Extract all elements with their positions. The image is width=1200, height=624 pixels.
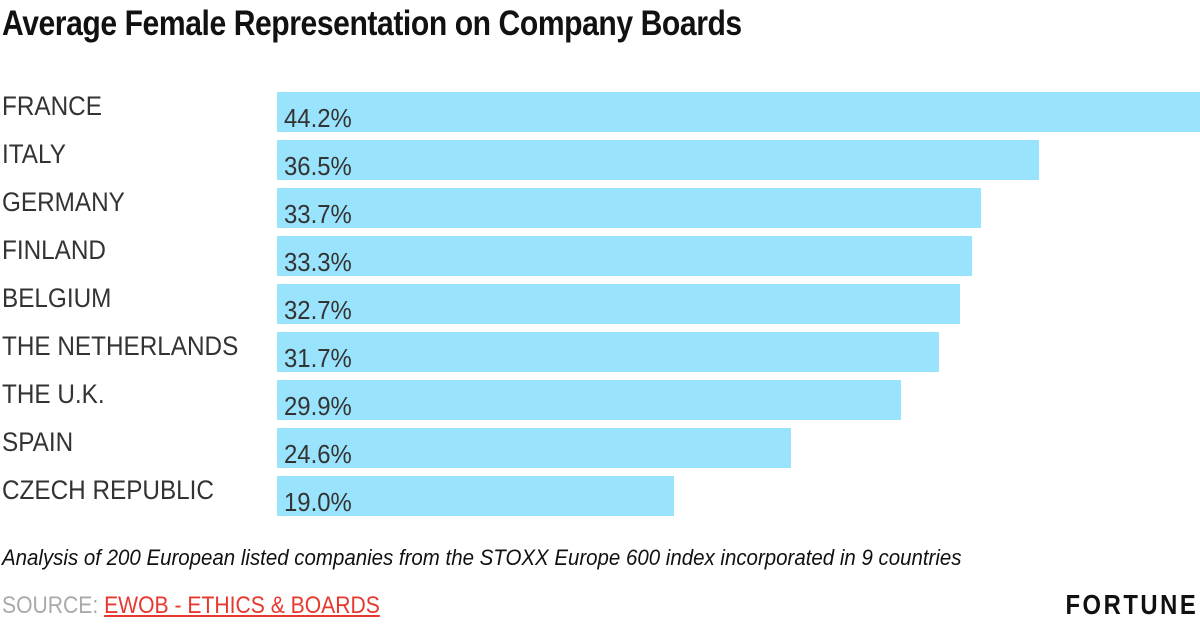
chart-note: Analysis of 200 European listed companie… — [2, 545, 962, 570]
bar-row: CZECH REPUBLIC 19.0% — [0, 472, 1200, 517]
bar-row: FINLAND 33.3% — [0, 232, 1200, 277]
category-label: GERMANY — [2, 187, 125, 217]
value-label: 29.9% — [284, 391, 352, 421]
category-label: BELGIUM — [2, 283, 112, 313]
bar — [277, 236, 973, 276]
category-label: THE NETHERLANDS — [2, 331, 239, 361]
bar-chart: FRANCE 44.2% ITALY 36.5% GERMANY 33.7% FINLAND… — [0, 88, 1200, 528]
source-link[interactable]: EWOB - ETHICS & BOARDS — [104, 592, 380, 619]
bar — [277, 284, 960, 324]
bar — [277, 380, 902, 420]
value-label: 44.2% — [284, 103, 352, 133]
bar — [277, 428, 791, 468]
category-label: THE U.K. — [2, 379, 105, 409]
source-label: SOURCE: — [2, 592, 105, 619]
value-label: 33.3% — [284, 247, 352, 277]
value-label: 19.0% — [284, 487, 352, 517]
bar — [277, 476, 674, 516]
category-label: FINLAND — [2, 235, 106, 265]
chart-title: Average Female Representation on Company… — [2, 4, 742, 43]
category-label: SPAIN — [2, 427, 74, 457]
category-label: CZECH REPUBLIC — [2, 475, 214, 505]
value-label: 32.7% — [284, 295, 352, 325]
bar-row: THE U.K. 29.9% — [0, 376, 1200, 421]
bar-row: GERMANY 33.7% — [0, 184, 1200, 229]
value-label: 31.7% — [284, 343, 352, 373]
bar — [277, 140, 1040, 180]
bar — [277, 332, 939, 372]
value-label: 36.5% — [284, 151, 352, 181]
bar-row: ITALY 36.5% — [0, 136, 1200, 181]
bar-row: SPAIN 24.6% — [0, 424, 1200, 469]
bar-row: FRANCE 44.2% — [0, 88, 1200, 133]
value-label: 33.7% — [284, 199, 352, 229]
bar — [277, 188, 981, 228]
category-label: FRANCE — [2, 91, 102, 121]
source-line: SOURCE: EWOB - ETHICS & BOARDS — [2, 592, 380, 620]
category-label: ITALY — [2, 139, 66, 169]
bar — [277, 92, 1200, 132]
bar-row: BELGIUM 32.7% — [0, 280, 1200, 325]
bar-row: THE NETHERLANDS 31.7% — [0, 328, 1200, 373]
value-label: 24.6% — [284, 439, 352, 469]
fortune-logo: FORTUNE — [1065, 589, 1198, 620]
